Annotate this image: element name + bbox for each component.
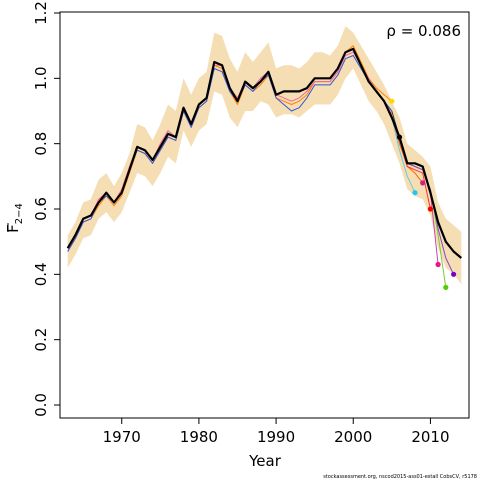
x-tick-label: 2000 — [334, 428, 372, 446]
series-endpoint-7 — [443, 284, 449, 290]
y-tick-label: 0.0 — [32, 393, 50, 417]
rho-annotation: ρ = 0.086 — [386, 22, 461, 40]
y-axis-title-group: F2−4 — [4, 203, 25, 233]
y-tick-label: 1.2 — [32, 1, 50, 25]
series-endpoint-5 — [427, 206, 433, 212]
series-endpoint-8 — [451, 271, 457, 277]
x-tick-label: 2010 — [411, 428, 449, 446]
x-tick-label: 1990 — [257, 428, 295, 446]
y-axis: 0.0 0.2 0.4 0.6 0.8 1.0 1.2 — [32, 1, 60, 417]
y-axis-title: F2−4 — [4, 203, 25, 233]
x-tick-label: 1970 — [103, 428, 141, 446]
confidence-band-layer — [67, 26, 462, 285]
plot-frame — [59, 11, 470, 419]
series-endpoint-4 — [420, 180, 426, 186]
series-endpoint-1 — [389, 98, 395, 104]
footer-credit: stockassessment.org, nscod2015-ass01-est… — [323, 474, 477, 480]
x-tick-label: 1980 — [180, 428, 218, 446]
y-axis-title-main: F — [4, 224, 22, 233]
y-tick-label: 1.0 — [32, 66, 50, 90]
x-axis: 1970 1980 1990 2000 2010 — [103, 418, 450, 446]
confidence-band — [67, 26, 462, 285]
x-axis-title: Year — [248, 452, 282, 470]
y-axis-title-subscript: 2−4 — [14, 203, 25, 224]
y-tick-label: 0.2 — [32, 328, 50, 352]
y-tick-label: 0.8 — [32, 132, 50, 156]
series-layer — [66, 45, 463, 288]
marker-layer — [389, 98, 457, 290]
series-endpoint-3 — [412, 190, 418, 196]
series-line-0 — [66, 47, 463, 259]
y-tick-label: 0.6 — [32, 197, 50, 221]
series-endpoint-6 — [435, 261, 441, 268]
y-tick-label: 0.4 — [32, 262, 50, 286]
series-endpoint-2 — [396, 134, 403, 140]
